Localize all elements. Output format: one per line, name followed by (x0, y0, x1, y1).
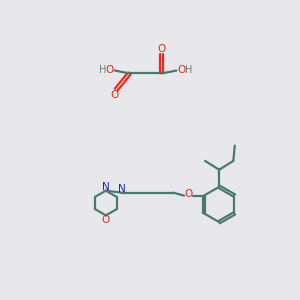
Text: N: N (118, 184, 126, 194)
Text: O: O (178, 65, 186, 76)
Text: O: O (102, 215, 110, 225)
Text: O: O (110, 90, 119, 100)
Text: O: O (105, 65, 113, 76)
Text: O: O (184, 189, 193, 199)
Text: H: H (99, 65, 106, 76)
Text: O: O (158, 44, 166, 54)
Text: H: H (185, 65, 193, 76)
Text: N: N (102, 182, 110, 191)
